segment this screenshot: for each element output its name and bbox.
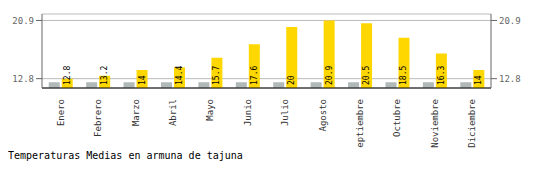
svg-text:Junio: Junio bbox=[243, 99, 253, 126]
svg-text:20.9: 20.9 bbox=[12, 16, 34, 26]
svg-text:Abril: Abril bbox=[168, 99, 178, 126]
svg-text:Octubre: Octubre bbox=[392, 99, 402, 137]
svg-text:Julio: Julio bbox=[280, 99, 290, 126]
svg-text:Noviembre: Noviembre bbox=[430, 99, 440, 148]
svg-text:20.5: 20.5 bbox=[362, 66, 371, 85]
svg-text:20: 20 bbox=[287, 75, 296, 85]
svg-text:12.8: 12.8 bbox=[12, 74, 34, 84]
svg-text:Enero: Enero bbox=[56, 99, 66, 126]
svg-text:16.3: 16.3 bbox=[437, 66, 446, 85]
svg-text:12.8: 12.8 bbox=[63, 66, 72, 85]
svg-text:14: 14 bbox=[474, 75, 483, 85]
svg-text:14: 14 bbox=[138, 75, 147, 85]
svg-text:Septiembre: Septiembre bbox=[355, 99, 365, 148]
svg-text:20.9: 20.9 bbox=[499, 16, 521, 26]
svg-text:18.5: 18.5 bbox=[399, 66, 408, 85]
svg-text:Diciembre: Diciembre bbox=[467, 99, 477, 148]
svg-text:17.6: 17.6 bbox=[250, 66, 259, 85]
svg-text:Marzo: Marzo bbox=[131, 99, 141, 126]
svg-text:15.7: 15.7 bbox=[212, 66, 221, 85]
svg-text:14.4: 14.4 bbox=[175, 66, 184, 85]
svg-text:20.9: 20.9 bbox=[325, 66, 334, 85]
svg-text:12.8: 12.8 bbox=[499, 74, 521, 84]
svg-text:Agosto: Agosto bbox=[318, 99, 328, 132]
html-text:Temperaturas Medias en armuna: Temperaturas Medias en armuna de tajuna bbox=[8, 150, 243, 161]
svg-text:Mayo: Mayo bbox=[205, 99, 215, 121]
svg-text:13.2: 13.2 bbox=[100, 66, 109, 85]
svg-text:Febrero: Febrero bbox=[93, 99, 103, 137]
